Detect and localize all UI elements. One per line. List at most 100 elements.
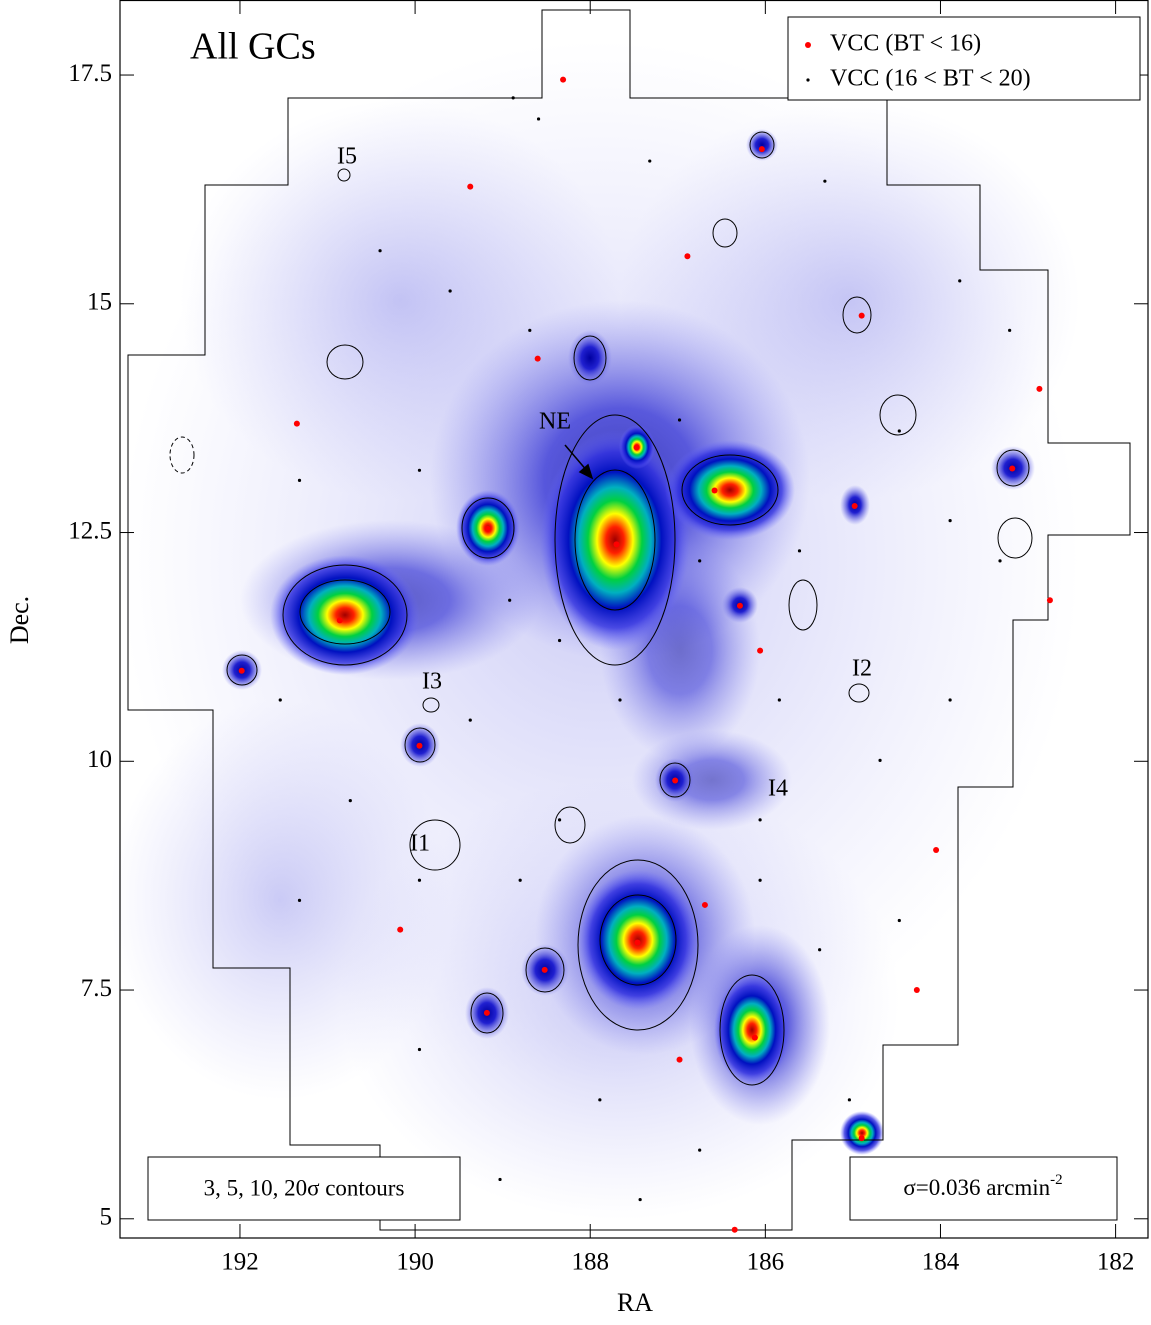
point (698, 1148, 702, 1152)
density-map (110, 40, 1080, 1220)
point (416, 742, 423, 749)
point (823, 179, 827, 183)
point (483, 1009, 490, 1016)
point (557, 818, 562, 822)
x-axis-label: RA (617, 1288, 653, 1317)
annotation: I5 (337, 144, 357, 170)
point (534, 355, 541, 362)
point (933, 847, 940, 854)
legend-marker (805, 42, 811, 48)
point (297, 898, 302, 902)
y-tick-label: 10 (87, 746, 112, 773)
point (518, 878, 522, 882)
point (758, 146, 765, 153)
point (634, 939, 641, 946)
point (676, 1056, 683, 1063)
sigma-note: σ=0.036 arcmin-2 (903, 1172, 1062, 1200)
point (397, 926, 404, 933)
contours (169, 131, 1033, 1086)
note-box: 3, 5, 10, 20σ contours σ=0.036 arcmin-2 (147, 1156, 1118, 1221)
point (913, 987, 920, 994)
sigma-note-text: σ=0.036 arcmin (903, 1175, 1050, 1200)
x-tick-label: 190 (396, 1249, 434, 1276)
legend-label: VCC (BT < 16) (830, 31, 981, 57)
x-tick-label: 192 (221, 1249, 259, 1276)
y-tick-label: 15 (87, 289, 112, 316)
point (511, 96, 515, 100)
point (638, 1197, 642, 1202)
y-axis-label: Dec. (5, 596, 34, 644)
y-tick-label: 5 (100, 1204, 113, 1231)
y-tick-label: 12.5 (68, 517, 112, 544)
annotation: I1 (410, 831, 430, 857)
point (851, 502, 858, 509)
legend: VCC (BT < 16) VCC (16 < BT < 20) (787, 16, 1141, 101)
x-tick-label: 182 (1097, 1249, 1135, 1276)
point (777, 698, 781, 702)
point (698, 559, 702, 563)
point (417, 878, 422, 882)
point (1046, 597, 1053, 604)
annotation: NE (539, 409, 571, 435)
point (736, 602, 743, 609)
annotation: I4 (768, 776, 788, 802)
point (467, 183, 474, 190)
survey-footprint (127, 9, 1131, 1231)
point (613, 541, 620, 548)
point (897, 429, 901, 433)
point (1009, 465, 1016, 472)
point (818, 948, 822, 952)
point (618, 698, 622, 702)
point (560, 76, 567, 83)
point (847, 1098, 852, 1102)
annotation: I3 (422, 669, 442, 695)
point (417, 468, 422, 472)
point (536, 117, 541, 121)
point (468, 718, 472, 722)
point (677, 418, 682, 422)
point (731, 1226, 738, 1233)
sigma-note-exponent: -2 (1050, 1172, 1063, 1188)
point (897, 918, 901, 923)
point (336, 617, 343, 624)
point (684, 253, 691, 260)
point (498, 1177, 502, 1182)
point (958, 279, 962, 283)
legend-marker (806, 78, 810, 82)
point (1036, 385, 1043, 392)
point (751, 1034, 758, 1041)
point (484, 525, 491, 532)
y-tick-label: 17.5 (68, 60, 112, 87)
x-tick-label: 188 (571, 1249, 609, 1276)
point (348, 799, 352, 803)
point (557, 638, 562, 643)
point (378, 249, 382, 253)
point (757, 647, 764, 654)
point (297, 478, 302, 482)
point (648, 159, 652, 163)
point (797, 549, 802, 553)
point (448, 289, 452, 293)
point (998, 559, 1002, 563)
plot-frame (119, 0, 1149, 1239)
point (701, 901, 708, 908)
point (508, 598, 512, 602)
x-tick-label: 184 (922, 1249, 960, 1276)
x-tick-label: 186 (747, 1249, 785, 1276)
point (293, 420, 300, 427)
contour-note: 3, 5, 10, 20σ contours (204, 1175, 405, 1200)
point (672, 777, 679, 784)
annotation: I2 (852, 656, 872, 682)
point (278, 698, 282, 702)
y-tick-label: 7.5 (81, 975, 112, 1002)
point (948, 519, 952, 523)
point (417, 1047, 422, 1052)
point (878, 758, 882, 762)
chart-title: All GCs (190, 26, 316, 68)
point (758, 818, 762, 822)
point (598, 1098, 602, 1102)
point (541, 966, 548, 973)
arrow (564, 444, 594, 480)
point (633, 444, 640, 451)
